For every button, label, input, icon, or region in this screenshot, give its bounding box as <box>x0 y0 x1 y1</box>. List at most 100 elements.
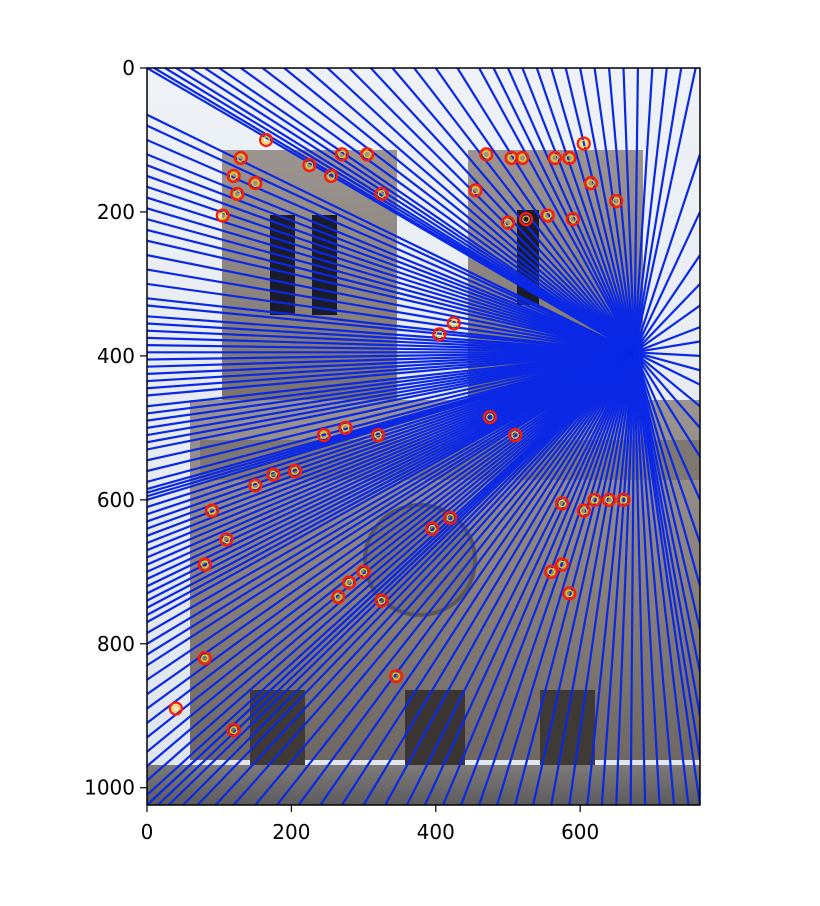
keypoint-marker-inner <box>327 172 335 180</box>
keypoint-marker <box>518 212 534 227</box>
epipolar-line <box>254 351 636 805</box>
keypoint-marker-inner <box>377 596 386 605</box>
epipolar-line <box>514 352 636 805</box>
epipolar-line <box>633 352 700 760</box>
epipolar-line <box>384 351 636 805</box>
epipolar-line <box>147 351 635 483</box>
x-tick-label: 0 <box>141 820 154 844</box>
keypoint-marker <box>504 150 519 166</box>
keypoint-marker-inner <box>558 499 566 508</box>
keypoint-marker <box>616 492 631 507</box>
keypoint-marker-inner <box>363 150 371 159</box>
epipolar-line <box>532 352 636 805</box>
keypoint-marker-inner <box>359 568 368 576</box>
epipolar-line <box>633 351 700 501</box>
epipolar-line <box>496 351 636 805</box>
epipolar-line <box>362 351 636 805</box>
keypoint-marker-inner <box>558 560 566 569</box>
epipolar-line <box>478 68 636 353</box>
keypoint-marker-inner <box>435 330 444 339</box>
y-tick-label: 1000 <box>84 776 135 800</box>
epipolar-line <box>232 351 636 805</box>
axis-ticks: 0 200 400 600 0 200 400 600 800 1000 <box>84 56 599 844</box>
keypoint-marker-inner <box>262 136 270 144</box>
epipolar-line <box>147 351 635 390</box>
epipolar-line <box>634 351 700 372</box>
epipolar-line <box>348 68 636 354</box>
keypoint-marker-inner <box>269 470 278 479</box>
y-tick-label: 0 <box>122 56 135 80</box>
keypoint-marker-inner <box>518 154 527 162</box>
epipolar-line <box>633 352 700 673</box>
keypoint-marker-inner <box>172 704 180 713</box>
keypoint-marker <box>576 136 591 151</box>
portal-center <box>405 690 465 775</box>
keypoint-marker <box>583 176 599 191</box>
keypoint-marker-inner <box>565 154 574 162</box>
keypoint-marker-inner <box>522 215 530 223</box>
keypoint-marker <box>230 186 245 202</box>
keypoint-marker <box>555 557 570 572</box>
epipolar-line <box>633 304 700 354</box>
keypoint-marker <box>331 589 346 605</box>
keypoint-marker-inner <box>208 506 216 515</box>
keypoint-marker <box>576 503 591 518</box>
epipolar-line <box>147 228 635 354</box>
keypoint-marker <box>226 723 241 738</box>
y-tick-label: 400 <box>97 344 135 368</box>
epipolar-line <box>633 352 700 630</box>
epipolar-line <box>147 351 636 753</box>
epipolar-line <box>305 68 636 354</box>
keypoint-marker-inner <box>587 179 595 187</box>
keypoint-marker <box>248 478 263 493</box>
keypoint-marker <box>338 420 353 435</box>
epipolar-line <box>441 351 636 805</box>
epipolar-line <box>460 351 636 805</box>
epipolar-line <box>405 351 636 805</box>
epipolar-line <box>633 351 700 429</box>
keypoint-marker <box>342 575 357 590</box>
keypoint-marker <box>547 150 562 166</box>
keypoint-marker <box>515 150 530 166</box>
keypoint-marker <box>168 701 183 716</box>
epipolar-line <box>633 68 697 353</box>
keypoint-marker <box>425 521 440 536</box>
x-tick-label: 400 <box>417 820 455 844</box>
keypoint-marker-inner <box>511 431 519 439</box>
keypoint-marker <box>334 147 350 162</box>
epipolar-line <box>633 68 683 353</box>
epipolar-line <box>175 68 635 354</box>
epipolar-line <box>521 68 636 353</box>
epipolar-line <box>147 218 635 354</box>
keypoint-marker-inner <box>450 319 458 328</box>
keypoint-marker <box>479 147 494 162</box>
epipolar-line <box>147 351 635 545</box>
epipolar-line <box>579 68 636 353</box>
epipolar-line <box>147 304 635 354</box>
epipolar-line <box>147 113 635 354</box>
epipolar-line <box>147 351 635 444</box>
epipolar-line <box>147 254 635 354</box>
epipolar-line <box>568 352 636 805</box>
keypoint-marker <box>500 215 516 230</box>
keypoint-marker-inner <box>237 154 245 162</box>
epipolar-line <box>189 68 635 354</box>
keypoint-marker <box>356 564 371 579</box>
epipolar-line <box>214 351 636 805</box>
epipolar-line <box>147 351 635 473</box>
keypoint-marker-inner <box>565 589 574 598</box>
keypoint-marker-inner <box>200 560 209 569</box>
epipolar-line <box>147 164 635 354</box>
keypoint-marker <box>266 467 281 482</box>
keypoint-marker <box>432 327 447 342</box>
epipolar-line <box>634 351 700 357</box>
epipolar-line <box>564 68 636 353</box>
epipolar-line <box>369 68 636 354</box>
epipolar-line <box>147 351 635 537</box>
epipolar-line <box>147 351 635 523</box>
keypoint-marker <box>302 158 317 173</box>
keypoint-marker <box>482 409 498 425</box>
keypoint-marker-inner <box>374 431 382 439</box>
keypoint-marker-inner <box>338 150 346 159</box>
